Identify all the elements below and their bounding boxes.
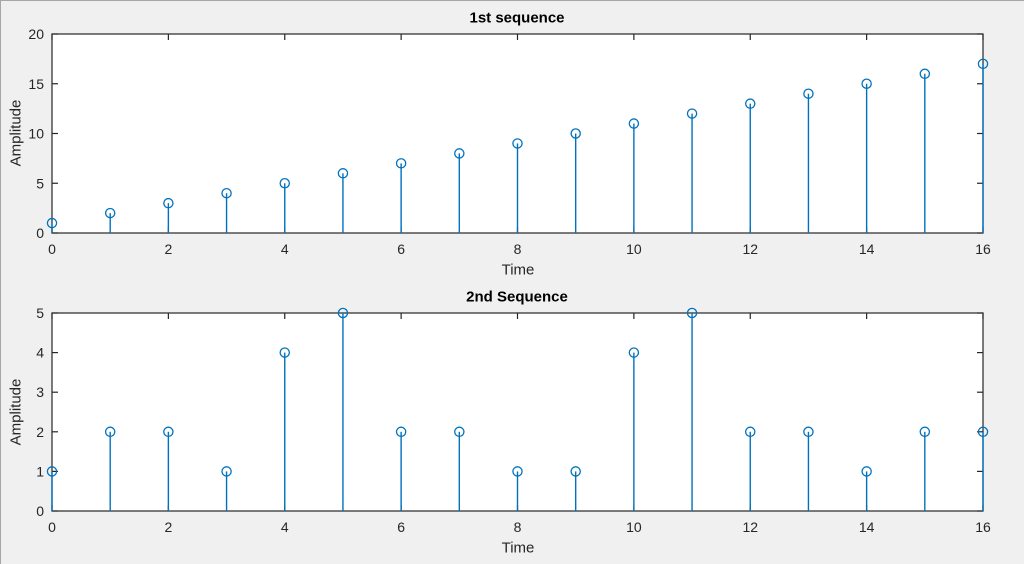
subplot2-stem-marker bbox=[337, 307, 349, 319]
subplot1-stem-marker bbox=[570, 128, 581, 139]
subplot2-x-tick-label: 10 bbox=[626, 519, 642, 535]
subplot1-stem-marker bbox=[919, 68, 931, 80]
subplot2-y-tick-label: 5 bbox=[36, 305, 44, 321]
subplot2-stem-marker bbox=[570, 466, 581, 477]
subplot1-xlabel: Time bbox=[501, 261, 535, 279]
subplot2-x-tick-label: 8 bbox=[514, 519, 522, 535]
subplot1-x-tick-label: 10 bbox=[626, 241, 642, 257]
subplot2-stem-marker bbox=[104, 426, 116, 438]
subplot1-x-tick-label: 8 bbox=[514, 241, 522, 257]
subplot1-stem-marker bbox=[163, 197, 174, 209]
subplot1-stem-marker bbox=[337, 168, 349, 179]
subplot1-stem-marker bbox=[395, 158, 407, 169]
subplot1-stem-marker bbox=[861, 78, 872, 90]
subplot1-stem-marker bbox=[454, 148, 465, 159]
subplot2-stem-marker bbox=[919, 426, 931, 438]
subplot2-y-tick-label: 0 bbox=[36, 503, 44, 519]
subplot1-x-tick-label: 14 bbox=[859, 241, 875, 257]
subplot2-title: 2nd Sequence bbox=[466, 288, 568, 306]
subplot2-y-tick-label: 4 bbox=[36, 345, 44, 361]
subplot2-x-tick-label: 0 bbox=[48, 519, 56, 535]
subplot2-y-tick-label: 3 bbox=[36, 384, 44, 400]
subplot2-y-tick-label: 1 bbox=[36, 463, 44, 479]
subplot2-x-tick-label: 4 bbox=[281, 519, 289, 535]
subplot1-x-tick-label: 12 bbox=[742, 241, 758, 257]
subplot2-ylabel: Amplitude bbox=[7, 378, 25, 446]
subplot2-x-tick-label: 2 bbox=[164, 519, 172, 535]
subplot2-x-tick-label: 16 bbox=[975, 519, 991, 535]
subplot1-stem-marker bbox=[803, 88, 814, 99]
subplot1-stem-marker bbox=[46, 217, 58, 229]
subplot1-y-tick-label: 5 bbox=[36, 175, 44, 191]
subplot1-x-tick-label: 4 bbox=[281, 241, 289, 257]
subplot1-x-tick-label: 0 bbox=[48, 241, 56, 257]
subplot1-x-tick-label: 6 bbox=[397, 241, 405, 257]
subplot2-xlabel: Time bbox=[501, 539, 535, 557]
subplot1-x-tick-label: 16 bbox=[975, 241, 991, 257]
subplot1-stem-marker bbox=[628, 118, 640, 129]
subplot2-stem-marker bbox=[221, 466, 232, 477]
subplot2-stem-marker bbox=[454, 426, 465, 438]
subplot2-x-tick-label: 14 bbox=[859, 519, 875, 535]
subplot2-stem-marker bbox=[977, 426, 989, 438]
subplot1-title: 1st sequence bbox=[469, 9, 565, 27]
subplot1-stem-marker bbox=[745, 98, 756, 109]
subplot1-stem-marker bbox=[104, 207, 116, 219]
subplot2-stem-marker bbox=[395, 426, 407, 438]
subplot2-stem-marker bbox=[803, 426, 814, 438]
subplot1-y-tick-label: 15 bbox=[28, 76, 44, 92]
subplot1-stem-marker bbox=[512, 138, 523, 149]
subplot2-stem-marker bbox=[745, 426, 756, 438]
subplot2-stem-marker bbox=[861, 466, 872, 477]
subplot1-y-tick-label: 10 bbox=[28, 126, 44, 142]
subplot2-y-tick-label: 2 bbox=[36, 424, 44, 440]
subplot2-x-tick-label: 6 bbox=[397, 519, 405, 535]
subplot1-stem-marker bbox=[686, 108, 698, 119]
subplot2-stem-marker bbox=[279, 347, 290, 358]
subplot1-stem-marker bbox=[279, 177, 290, 189]
subplot2-stem-marker bbox=[46, 466, 58, 477]
subplot1-y-tick-label: 0 bbox=[36, 225, 44, 241]
subplot1-y-tick-label: 20 bbox=[28, 26, 44, 42]
subplot1-ylabel: Amplitude bbox=[7, 99, 25, 167]
subplot2-stem-marker bbox=[512, 466, 523, 477]
subplot1-stem-marker bbox=[221, 187, 232, 199]
subplot2-stem-marker bbox=[163, 426, 174, 438]
subplot2-stem-marker bbox=[686, 307, 698, 319]
subplot2-stem-marker bbox=[628, 347, 640, 358]
subplot2-x-tick-label: 12 bbox=[742, 519, 758, 535]
subplot1-x-tick-label: 2 bbox=[164, 241, 172, 257]
subplot1-stem-marker bbox=[977, 58, 989, 70]
